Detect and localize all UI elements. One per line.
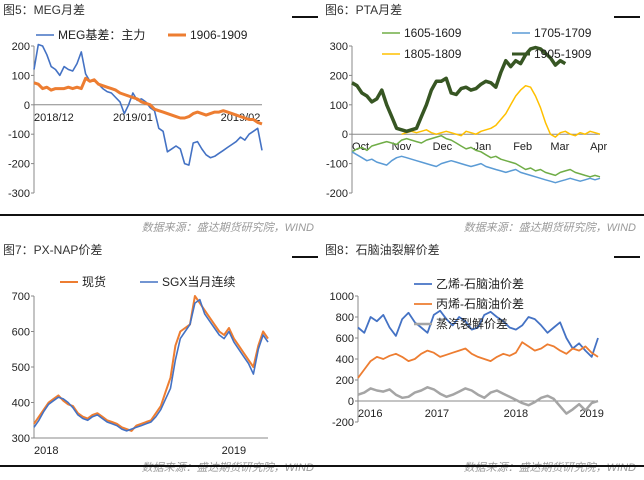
y-tick-label: 700 — [12, 291, 30, 303]
panel-title: 图5：MEG月差 — [3, 3, 86, 17]
series-line — [401, 84, 601, 138]
y-tick-label: -100 — [326, 159, 348, 171]
source-note: 数据来源：盛达期货研究院，WIND — [141, 462, 314, 474]
legend-label: 1905-1909 — [534, 47, 592, 61]
legend-label: 蒸汽裂解价差 — [436, 316, 508, 331]
series-line — [357, 386, 599, 415]
y-tick-label: 300 — [330, 41, 348, 53]
y-tick-label: 300 — [12, 433, 30, 445]
panel-title: 图8：石脑油裂解价差 — [325, 243, 440, 257]
chart-panel-px-nap: 图7：PX-NAP价差 700 600 500 400 300 2018 2019 现货 SGX… — [0, 240, 322, 480]
series-line — [351, 134, 601, 178]
y-tick-label: -200 — [8, 159, 30, 171]
x-tick-label: 2019 — [222, 445, 246, 457]
legend-label: 1705-1709 — [534, 26, 592, 40]
series-line — [357, 309, 599, 358]
series-line — [357, 341, 599, 379]
title-rule — [292, 16, 318, 18]
y-tick-label: 600 — [12, 327, 30, 339]
series-line — [351, 151, 601, 184]
legend-label: 1805-1809 — [404, 47, 462, 61]
chart-panel-pta: 图6：PTA月差 300 200 100 0 -100 -200 Oct Nov Dec Jan F… — [322, 0, 644, 240]
legend-label: 丙烯-石脑油价差 — [436, 297, 524, 311]
chart-panel-naphtha-crack: 图8：石脑油裂解价差 1000 800 600 400 200 0 -200 2016 2017… — [322, 240, 644, 480]
chart-px-nap: 700 600 500 400 300 2018 2019 现货 SGX当月连续 — [12, 274, 269, 457]
series-line — [351, 45, 567, 134]
y-tick-label: 0 — [348, 396, 354, 408]
series-line — [33, 295, 269, 432]
source-note: 数据来源：盛达期货研究院，WIND — [463, 222, 636, 234]
title-rule — [292, 256, 318, 258]
y-tick-label: 400 — [12, 398, 30, 410]
legend-label: SGX当月连续 — [162, 274, 235, 289]
x-tick-label: Dec — [433, 141, 453, 153]
x-tick-label: 2018 — [504, 408, 528, 420]
x-tick-label: Feb — [513, 141, 532, 153]
y-tick-label: -300 — [8, 188, 30, 200]
legend-label: 1906-1909 — [190, 28, 248, 42]
title-rule — [614, 16, 640, 18]
y-tick-label: 400 — [336, 354, 354, 366]
y-tick-label: 800 — [336, 312, 354, 324]
y-tick-label: -100 — [8, 129, 30, 141]
x-tick-label: Nov — [392, 141, 412, 153]
y-tick-label: -200 — [326, 188, 348, 200]
x-tick-label: 2018/12 — [34, 112, 74, 124]
y-tick-label: 200 — [330, 70, 348, 82]
y-tick-label: 600 — [336, 333, 354, 345]
x-tick-label: 2018 — [34, 445, 58, 457]
legend-label: 乙烯-石脑油价差 — [436, 277, 524, 291]
y-tick-label: 500 — [12, 362, 30, 374]
legend-label: 现货 — [82, 274, 106, 289]
y-tick-label: 200 — [336, 375, 354, 387]
x-tick-label: 2019/01 — [113, 112, 153, 124]
series-line — [33, 298, 269, 432]
source-note: 数据来源：盛达期货研究院，WIND — [141, 222, 314, 234]
y-tick-label: 0 — [24, 100, 30, 112]
legend-label: 1605-1609 — [404, 26, 462, 40]
y-tick-label: 200 — [12, 41, 30, 53]
y-tick-label: 0 — [342, 129, 348, 141]
legend-label: MEG基差：主力 — [58, 28, 145, 42]
y-tick-label: 100 — [12, 70, 30, 82]
row-divider — [0, 465, 644, 467]
x-tick-label: Apr — [590, 141, 607, 153]
x-tick-label: 2016 — [358, 408, 382, 420]
panel-title: 图7：PX-NAP价差 — [3, 243, 103, 257]
row-divider — [0, 214, 644, 216]
x-tick-label: Jan — [474, 141, 492, 153]
title-rule — [614, 256, 640, 258]
series-line — [33, 76, 263, 126]
y-tick-label: 100 — [330, 100, 348, 112]
chart-panel-meg: 图5：MEG月差 200 100 0 -100 -200 -300 2018/12 2019/… — [0, 0, 322, 240]
panel-title: 图6：PTA月差 — [325, 3, 403, 17]
y-tick-label: 1000 — [330, 291, 354, 303]
x-tick-label: 2017 — [425, 408, 449, 420]
x-tick-label: Mar — [550, 141, 569, 153]
source-note: 数据来源：盛达期货研究院，WIND — [463, 462, 636, 474]
y-tick-label: -200 — [332, 417, 354, 429]
